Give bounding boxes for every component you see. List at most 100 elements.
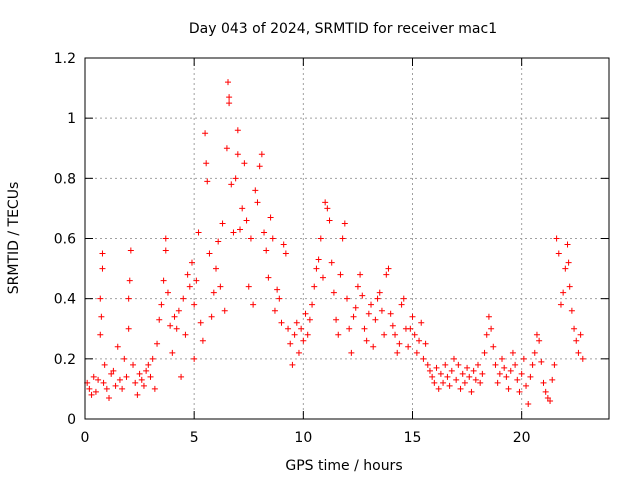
data-point: [536, 337, 543, 344]
data-point: [418, 319, 425, 326]
data-point: [450, 355, 457, 362]
data-point: [289, 361, 296, 368]
data-point: [523, 382, 530, 389]
data-point: [387, 310, 394, 317]
data-point: [154, 340, 161, 347]
data-point: [337, 271, 344, 278]
data-point: [326, 217, 333, 224]
data-point: [372, 316, 379, 323]
data-point: [464, 364, 471, 371]
data-point: [282, 250, 289, 257]
data-point: [232, 175, 239, 182]
data-point: [494, 379, 501, 386]
data-point: [335, 331, 342, 338]
data-point: [457, 385, 464, 392]
data-point: [274, 286, 281, 293]
data-point: [100, 379, 107, 386]
data-point: [116, 376, 123, 383]
data-point: [143, 367, 150, 374]
data-point: [475, 361, 481, 368]
data-point: [178, 373, 185, 380]
data-point: [485, 313, 492, 320]
data-point: [156, 316, 163, 323]
data-point: [409, 313, 416, 320]
data-point: [147, 373, 154, 380]
data-point: [470, 367, 477, 374]
data-point: [466, 373, 473, 380]
data-point: [145, 361, 152, 368]
data-point: [169, 349, 176, 356]
data-point: [182, 331, 189, 338]
data-point: [88, 391, 95, 398]
x-tick-label: 5: [190, 430, 199, 446]
data-point: [468, 388, 475, 395]
data-point: [533, 331, 540, 338]
data-point: [127, 247, 134, 254]
data-point: [276, 295, 283, 302]
data-point: [134, 391, 141, 398]
data-point: [394, 349, 401, 356]
data-point: [547, 397, 554, 404]
data-point: [125, 325, 132, 332]
data-point: [365, 310, 372, 317]
data-point: [411, 331, 418, 338]
data-point: [509, 349, 516, 356]
data-point: [363, 337, 370, 344]
data-point: [344, 295, 350, 302]
data-point: [95, 376, 102, 383]
data-point: [455, 361, 462, 368]
data-point: [234, 127, 241, 134]
data-point: [221, 307, 228, 314]
y-tick-label: 0.8: [54, 171, 76, 187]
data-point: [400, 295, 407, 302]
data-point: [112, 382, 119, 389]
data-point: [398, 301, 405, 308]
y-tick-label: 0: [67, 412, 76, 428]
data-point: [577, 331, 584, 338]
data-point: [566, 283, 573, 290]
data-point: [167, 322, 174, 329]
data-point: [324, 205, 331, 212]
data-point: [243, 217, 250, 224]
data-point: [520, 355, 527, 362]
y-tick-label: 1: [67, 111, 76, 127]
data-point: [341, 220, 348, 227]
data-point: [199, 337, 206, 344]
data-point: [472, 376, 479, 383]
data-point: [431, 379, 438, 386]
data-point: [171, 313, 178, 320]
data-point: [540, 379, 547, 386]
y-tick-label: 1.2: [54, 51, 76, 67]
data-point: [208, 313, 215, 320]
data-point: [339, 235, 346, 242]
data-point: [106, 394, 113, 401]
data-point: [448, 367, 455, 374]
data-point: [426, 367, 433, 374]
data-point: [488, 325, 495, 332]
data-point: [544, 394, 551, 401]
data-point: [184, 271, 191, 278]
data-point: [553, 235, 560, 242]
data-point: [210, 289, 217, 296]
data-point: [304, 331, 311, 338]
y-tick-label: 0.4: [54, 292, 76, 308]
data-point: [378, 307, 385, 314]
data-point: [555, 250, 562, 257]
data-point: [512, 361, 519, 368]
data-point: [258, 151, 265, 158]
data-point: [239, 205, 246, 212]
data-point: [263, 247, 270, 254]
data-point: [407, 325, 414, 332]
data-point: [103, 385, 110, 392]
data-point: [333, 316, 340, 323]
data-point: [97, 331, 104, 338]
data-point: [562, 265, 569, 272]
data-point: [499, 355, 506, 362]
data-point: [516, 388, 523, 395]
y-axis-label: SRMTID / TECUs: [6, 182, 22, 295]
data-point: [538, 358, 545, 365]
data-point: [579, 355, 586, 362]
data-point: [557, 301, 564, 308]
data-point: [247, 235, 254, 242]
data-point: [459, 370, 466, 377]
